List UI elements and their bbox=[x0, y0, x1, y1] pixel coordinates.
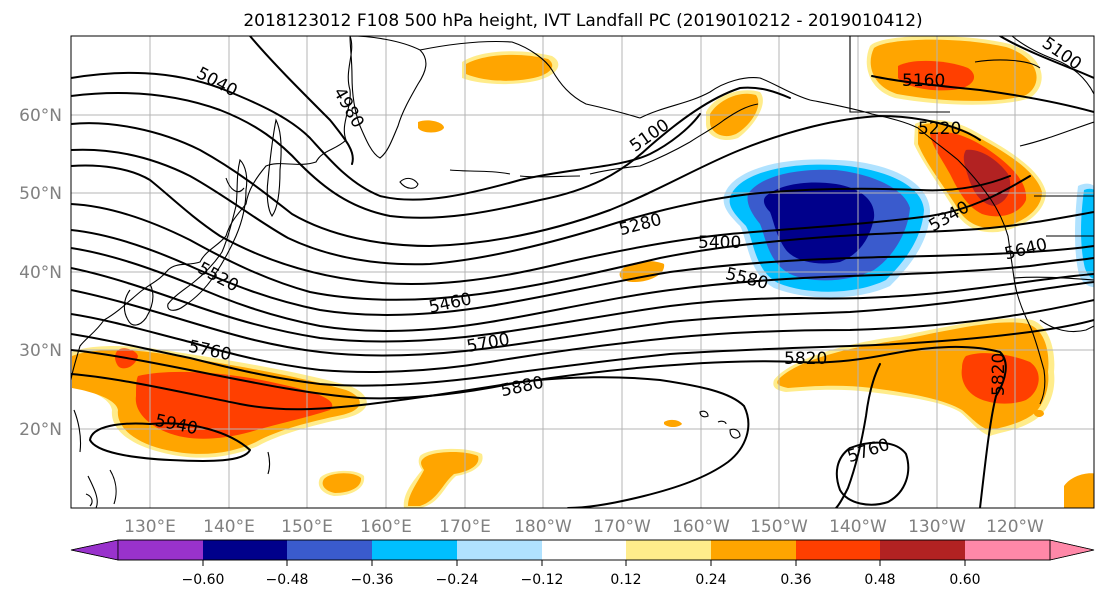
colorbar-ticks bbox=[202, 560, 966, 566]
lon-tick-label: 150°W bbox=[750, 517, 808, 537]
lon-tick-label: 140°W bbox=[829, 517, 887, 537]
lat-tick-label: 60°N bbox=[19, 106, 62, 126]
colorbar-tick-label: −0.36 bbox=[351, 572, 394, 588]
lon-tick-label: 160°W bbox=[672, 517, 730, 537]
colorbar-segment bbox=[287, 540, 372, 560]
lon-tick-label: 180°W bbox=[514, 517, 572, 537]
contour-5280 bbox=[71, 148, 1011, 266]
colorbar-tick-label: −0.60 bbox=[182, 572, 225, 588]
lon-tick-label: 170°E bbox=[439, 517, 491, 537]
colorbar-segment bbox=[880, 540, 965, 560]
lon-tick-label: 130°E bbox=[124, 517, 176, 537]
gridlines bbox=[71, 36, 1094, 508]
colorbar-segment bbox=[457, 540, 542, 560]
colorbar-extend-low bbox=[70, 539, 119, 561]
colorbar-segment bbox=[542, 540, 626, 560]
colorbar-tick-label: −0.24 bbox=[436, 572, 479, 588]
colorbar-segment bbox=[626, 540, 711, 560]
colorbar-segment bbox=[796, 540, 880, 560]
colorbar-segment bbox=[965, 540, 1050, 560]
colorbar-tick-label: −0.48 bbox=[266, 572, 309, 588]
contour-5820b bbox=[835, 363, 881, 508]
map-frame bbox=[70, 35, 1095, 509]
map-area: 5040 4980 5100 5160 5220 5280 5340 5400 … bbox=[71, 36, 1094, 508]
contour-5580 bbox=[71, 267, 1094, 343]
contour-label: 5220 bbox=[918, 119, 961, 139]
contour-5760a bbox=[71, 319, 1094, 387]
contour-5100a bbox=[71, 86, 791, 219]
contour-5940 bbox=[89, 422, 251, 462]
colorbar-segment bbox=[711, 540, 796, 560]
contour-5460 bbox=[71, 229, 1094, 316]
height-contours bbox=[71, 36, 1094, 508]
contour-5340 bbox=[71, 164, 1031, 286]
lon-tick-label: 170°W bbox=[593, 517, 651, 537]
lon-tick-label: 160°E bbox=[360, 517, 412, 537]
longitude-labels: 130°E 140°E 150°E 160°E 170°E 180°W 170°… bbox=[124, 517, 1044, 537]
colorbar-segment bbox=[203, 540, 287, 560]
colorbar: −0.60 −0.48 −0.36 −0.24 −0.12 0.12 0.24 … bbox=[70, 539, 1095, 588]
colorbar-tick-label: 0.12 bbox=[610, 572, 641, 588]
colorbar-tick-label: −0.12 bbox=[521, 572, 564, 588]
lon-tick-label: 130°W bbox=[908, 517, 966, 537]
lon-tick-label: 150°E bbox=[281, 517, 333, 537]
contour-5820 bbox=[71, 345, 1007, 508]
colorbar-tick-label: 0.24 bbox=[695, 572, 726, 588]
contour-label: 5820 bbox=[989, 353, 1009, 396]
lat-tick-label: 20°N bbox=[19, 420, 62, 440]
colorbar-tick-label: 0.36 bbox=[780, 572, 811, 588]
lon-tick-label: 140°E bbox=[203, 517, 255, 537]
contour-5640 bbox=[71, 281, 1094, 357]
contour-5220 bbox=[71, 115, 981, 247]
contour-label: 5400 bbox=[698, 233, 741, 253]
contour-5040 bbox=[71, 71, 701, 201]
lat-tick-label: 30°N bbox=[19, 341, 62, 361]
contour-5760b bbox=[835, 441, 910, 506]
contour-5100b bbox=[999, 36, 1094, 79]
colorbar-segment bbox=[372, 540, 457, 560]
colorbar-tick-label: 0.48 bbox=[864, 572, 895, 588]
contour-5880 bbox=[71, 373, 750, 508]
lon-tick-label: 120°W bbox=[986, 517, 1044, 537]
contour-5160 bbox=[871, 75, 1094, 113]
colorbar-extend-high bbox=[1049, 539, 1095, 561]
chart-title: 2018123012 F108 500 hPa height, IVT Land… bbox=[243, 11, 922, 31]
contour-label: 5820 bbox=[784, 349, 827, 369]
contour-5400 bbox=[71, 203, 1094, 301]
lat-tick-label: 50°N bbox=[19, 184, 62, 204]
colorbar-tick-label: 0.60 bbox=[949, 572, 980, 588]
lat-tick-label: 40°N bbox=[19, 263, 62, 283]
contour-5700 bbox=[71, 299, 1094, 373]
latitude-labels: 60°N 50°N 40°N 30°N 20°N bbox=[19, 106, 62, 440]
ivt-shading bbox=[72, 36, 1094, 508]
contour-4980 bbox=[249, 36, 354, 165]
contour-label: 5160 bbox=[902, 71, 945, 91]
colorbar-segment bbox=[118, 540, 203, 560]
contour-5520 bbox=[71, 247, 1094, 332]
